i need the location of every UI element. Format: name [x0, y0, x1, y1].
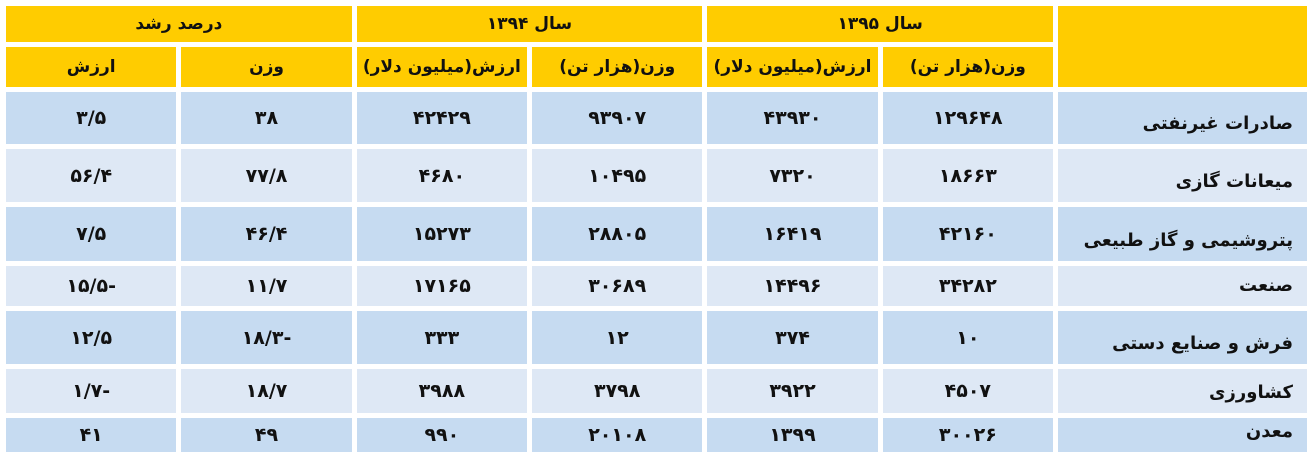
cell-value-1394: ۱۷۱۶۵: [356, 266, 528, 306]
cell-weight-1395: ۳۴۲۸۲: [882, 266, 1053, 306]
cell-growth-value: -۱/۷: [6, 369, 177, 413]
header-weight-1395: وزن(هزار تن): [882, 47, 1053, 87]
cell-value-1394: ۹۹۰: [356, 418, 528, 452]
cell-growth-weight: ۱۸/۷: [181, 369, 352, 413]
cell-growth-value: ۷/۵: [6, 207, 177, 261]
cell-growth-weight: ۴۹: [181, 418, 352, 452]
header-growth-weight: وزن: [181, 47, 352, 87]
cell-value-1395: ۱۶۴۱۹: [707, 207, 878, 261]
cell-growth-value: ۴۱: [6, 418, 177, 452]
cell-row-label: معدن: [1058, 418, 1307, 452]
cell-weight-1395: ۳۰۰۲۶: [882, 418, 1053, 452]
cell-growth-weight: ۱۱/۷: [181, 266, 352, 306]
header-growth-value: ارزش: [6, 47, 177, 87]
corner-header: [1058, 6, 1307, 87]
cell-weight-1394: ۳۰۶۸۹: [532, 266, 703, 306]
cell-row-label: صنعت: [1058, 266, 1307, 306]
cell-growth-weight: ۳۸: [181, 92, 352, 144]
header-growth: درصد رشد: [6, 6, 352, 42]
table-row: پتروشیمی و گاز طبیعی ۴۲۱۶۰ ۱۶۴۱۹ ۲۸۸۰۵ ۱۵۲۷۳…: [6, 207, 1307, 261]
export-table: سال ۱۳۹۵ سال ۱۳۹۴ درصد رشد وزن(هزار تن) …: [1, 1, 1312, 457]
cell-weight-1394: ۳۷۹۸: [532, 369, 703, 413]
cell-value-1394: ۳۹۸۸: [356, 369, 528, 413]
cell-growth-value: -۱۵/۵: [6, 266, 177, 306]
cell-value-1395: ۳۷۴: [707, 311, 878, 364]
header-value-1395: ارزش(میلیون دلار): [707, 47, 878, 87]
cell-growth-value: ۱۲/۵: [6, 311, 177, 364]
cell-weight-1395: ۴۵۰۷: [882, 369, 1053, 413]
header-weight-1394: وزن(هزار تن): [532, 47, 703, 87]
table-row: معدن ۳۰۰۲۶ ۱۳۹۹ ۲۰۱۰۸ ۹۹۰ ۴۹ ۴۱: [6, 418, 1307, 452]
cell-weight-1395: ۱۲۹۶۴۸: [882, 92, 1053, 144]
cell-weight-1394: ۹۳۹۰۷: [532, 92, 703, 144]
cell-weight-1395: ۱۰: [882, 311, 1053, 364]
cell-weight-1395: ۱۸۶۶۳: [882, 149, 1053, 202]
cell-value-1395: ۴۳۹۳۰: [707, 92, 878, 144]
table-row: صادرات غیرنفتی ۱۲۹۶۴۸ ۴۳۹۳۰ ۹۳۹۰۷ ۴۲۴۲۹ ۳۸ ۳/۵: [6, 92, 1307, 144]
cell-weight-1394: ۱۰۴۹۵: [532, 149, 703, 202]
header-value-1394: ارزش(میلیون دلار): [356, 47, 528, 87]
cell-weight-1394: ۱۲: [532, 311, 703, 364]
cell-row-label: صادرات غیرنفتی: [1058, 92, 1307, 144]
table-row: کشاورزی ۴۵۰۷ ۳۹۲۲ ۳۷۹۸ ۳۹۸۸ ۱۸/۷ -۱/۷: [6, 369, 1307, 413]
cell-row-label: پتروشیمی و گاز طبیعی: [1058, 207, 1307, 261]
cell-weight-1394: ۲۸۸۰۵: [532, 207, 703, 261]
table-row: میعانات گازی ۱۸۶۶۳ ۷۳۲۰ ۱۰۴۹۵ ۴۶۸۰ ۷۷/۸ ۵۶/۴: [6, 149, 1307, 202]
header-year-1394: سال ۱۳۹۴: [356, 6, 703, 42]
table-body: صادرات غیرنفتی ۱۲۹۶۴۸ ۴۳۹۳۰ ۹۳۹۰۷ ۴۲۴۲۹ ۳۸ ۳/۵…: [6, 92, 1307, 452]
table-row: صنعت ۳۴۲۸۲ ۱۴۴۹۶ ۳۰۶۸۹ ۱۷۱۶۵ ۱۱/۷ -۱۵/۵: [6, 266, 1307, 306]
cell-growth-value: ۵۶/۴: [6, 149, 177, 202]
cell-row-label: کشاورزی: [1058, 369, 1307, 413]
table-row: فرش و صنایع دستی ۱۰ ۳۷۴ ۱۲ ۳۳۳ -۱۸/۳ ۱۲/۵: [6, 311, 1307, 364]
cell-value-1394: ۳۳۳: [356, 311, 528, 364]
cell-growth-weight: ۴۶/۴: [181, 207, 352, 261]
cell-row-label: فرش و صنایع دستی: [1058, 311, 1307, 364]
cell-value-1394: ۴۲۴۲۹: [356, 92, 528, 144]
cell-growth-value: ۳/۵: [6, 92, 177, 144]
header-year-1395: سال ۱۳۹۵: [707, 6, 1053, 42]
cell-row-label: میعانات گازی: [1058, 149, 1307, 202]
cell-growth-weight: -۱۸/۳: [181, 311, 352, 364]
cell-growth-weight: ۷۷/۸: [181, 149, 352, 202]
cell-value-1395: ۷۳۲۰: [707, 149, 878, 202]
cell-weight-1395: ۴۲۱۶۰: [882, 207, 1053, 261]
cell-value-1395: ۳۹۲۲: [707, 369, 878, 413]
cell-value-1394: ۱۵۲۷۳: [356, 207, 528, 261]
cell-value-1394: ۴۶۸۰: [356, 149, 528, 202]
cell-value-1395: ۱۴۴۹۶: [707, 266, 878, 306]
cell-weight-1394: ۲۰۱۰۸: [532, 418, 703, 452]
cell-value-1395: ۱۳۹۹: [707, 418, 878, 452]
